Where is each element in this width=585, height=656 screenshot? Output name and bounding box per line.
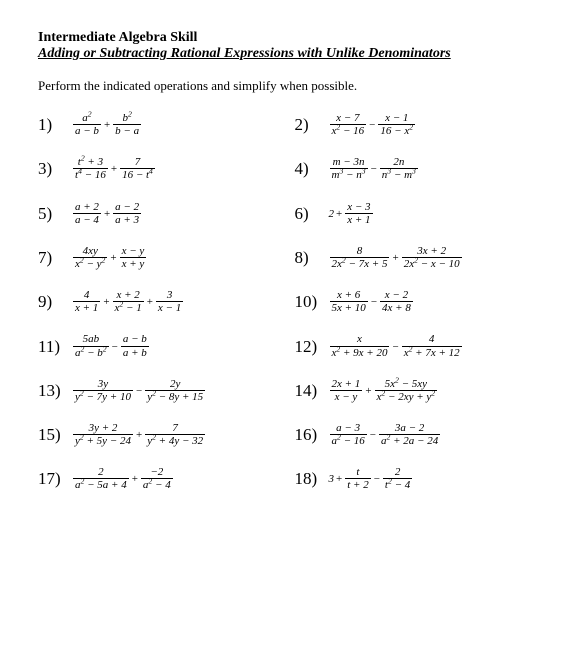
expression: a + 2a − 4+a − 2a + 3	[72, 201, 142, 227]
problem: 9) 4x + 1+x + 2x2 − 1+3x − 1	[38, 289, 291, 315]
expression: 4x + 1+x + 2x2 − 1+3x − 1	[72, 289, 184, 315]
instructions: Perform the indicated operations and sim…	[38, 78, 547, 94]
problem-number: 10)	[295, 292, 323, 312]
title-line-2: Adding or Subtracting Rational Expressio…	[38, 46, 547, 62]
problem: 5) a + 2a − 4+a − 2a + 3	[38, 201, 291, 227]
problem-number: 7)	[38, 248, 66, 268]
expression: x − 7x2 − 16−x − 116 − x2	[329, 112, 417, 138]
problem-number: 2)	[295, 115, 323, 135]
problem: 4) m − 3nm3 − n3−2nn3 − m3	[295, 156, 548, 182]
problem: 3) t2 + 3t4 − 16+716 − t4	[38, 156, 291, 182]
problem-number: 9)	[38, 292, 66, 312]
expression: a − 3a2 − 16−3a − 2a2 + 2a − 24	[329, 422, 442, 448]
problem: 17) 2a2 − 5a + 4+−2a2 − 4	[38, 466, 291, 492]
problem-number: 1)	[38, 115, 66, 135]
problem: 16) a − 3a2 − 16−3a − 2a2 + 2a − 24	[295, 422, 548, 448]
header: Intermediate Algebra Skill Adding or Sub…	[38, 30, 547, 62]
expression: 2x + 1x − y+5x2 − 5xyx2 − 2xy + y2	[329, 378, 439, 404]
problem-number: 8)	[295, 248, 323, 268]
expression: x + 65x + 10−x − 24x + 8	[329, 289, 414, 315]
problem: 11) 5aba2 − b2−a − ba + b	[38, 333, 291, 359]
problem: 13) 3yy2 − 7y + 10−2yy2 − 8y + 15	[38, 378, 291, 404]
expression: 82x2 − 7x + 5+3x + 22x2 − x − 10	[329, 245, 463, 271]
problem-number: 11)	[38, 337, 66, 357]
problem-number: 17)	[38, 469, 66, 489]
problem-number: 6)	[295, 204, 323, 224]
problem-number: 4)	[295, 159, 323, 179]
problem-grid: 1) a2a − b+b2b − a 2) x − 7x2 − 16−x − 116 …	[38, 112, 547, 493]
problem: 1) a2a − b+b2b − a	[38, 112, 291, 138]
title-line-1: Intermediate Algebra Skill	[38, 30, 547, 46]
problem: 10) x + 65x + 10−x − 24x + 8	[295, 289, 548, 315]
problem-number: 3)	[38, 159, 66, 179]
expression: 4xyx2 − y2+x − yx + y	[72, 245, 147, 271]
expression: 2+x − 3x + 1	[329, 201, 374, 227]
expression: a2a − b+b2b − a	[72, 112, 142, 138]
problem: 15) 3y + 2y2 + 5y − 24+7y2 + 4y − 32	[38, 422, 291, 448]
problem-number: 5)	[38, 204, 66, 224]
problem: 2) x − 7x2 − 16−x − 116 − x2	[295, 112, 548, 138]
expression: m − 3nm3 − n3−2nn3 − m3	[329, 156, 419, 182]
problem-number: 18)	[295, 469, 323, 489]
problem: 12) xx2 + 9x + 20−4x2 + 7x + 12	[295, 333, 548, 359]
problem: 14) 2x + 1x − y+5x2 − 5xyx2 − 2xy + y2	[295, 378, 548, 404]
expression: t2 + 3t4 − 16+716 − t4	[72, 156, 156, 182]
problem: 7) 4xyx2 − y2+x − yx + y	[38, 245, 291, 271]
expression: xx2 + 9x + 20−4x2 + 7x + 12	[329, 333, 463, 359]
problem-number: 16)	[295, 425, 323, 445]
problem: 18) 3+tt + 2−2t2 − 4	[295, 466, 548, 492]
problem-number: 15)	[38, 425, 66, 445]
problem: 8) 82x2 − 7x + 5+3x + 22x2 − x − 10	[295, 245, 548, 271]
problem-number: 13)	[38, 381, 66, 401]
problem: 6) 2+x − 3x + 1	[295, 201, 548, 227]
expression: 3+tt + 2−2t2 − 4	[329, 466, 414, 492]
expression: 2a2 − 5a + 4+−2a2 − 4	[72, 466, 174, 492]
expression: 3y + 2y2 + 5y − 24+7y2 + 4y − 32	[72, 422, 206, 448]
problem-number: 12)	[295, 337, 323, 357]
problem-number: 14)	[295, 381, 323, 401]
expression: 5aba2 − b2−a − ba + b	[72, 333, 150, 359]
expression: 3yy2 − 7y + 10−2yy2 − 8y + 15	[72, 378, 206, 404]
